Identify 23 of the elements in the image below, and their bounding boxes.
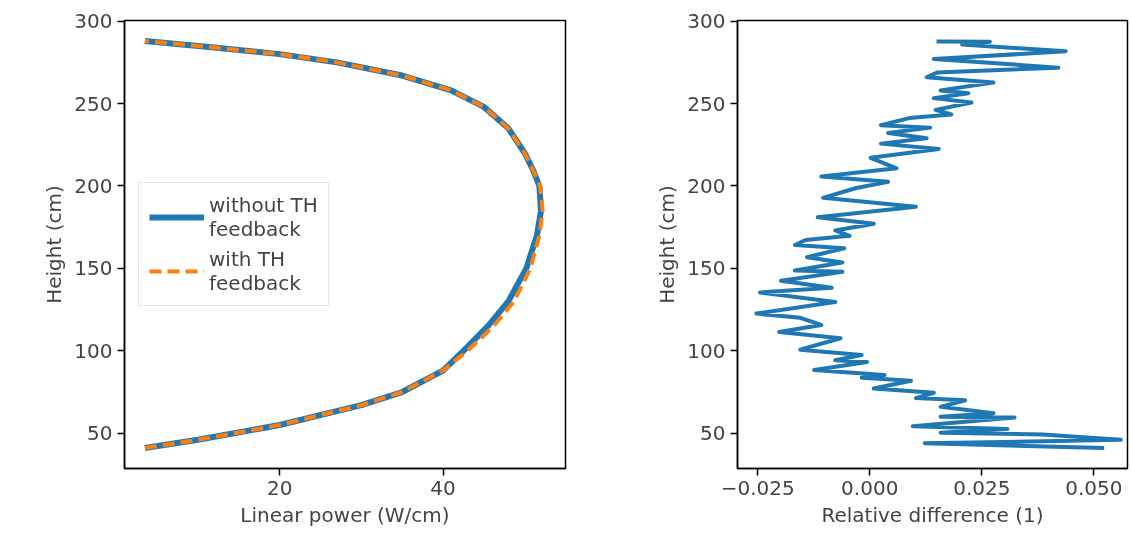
y-tick-label: 300: [74, 9, 113, 34]
y-tick-label: 100: [74, 338, 113, 363]
legend-label: with TH feedback: [209, 247, 301, 295]
x-axis-title: Linear power (W/cm): [240, 502, 450, 527]
y-axis-title: Height (cm): [42, 185, 67, 304]
x-axis-title: Relative difference (1): [821, 502, 1044, 527]
x-tick-label: −0.025: [720, 475, 795, 500]
y-tick-label: 250: [74, 91, 113, 116]
y-tick-label: 50: [87, 421, 113, 446]
x-tick-label: 40: [430, 475, 456, 500]
y-tick-label: 200: [687, 173, 726, 198]
y-tick-label: 150: [74, 256, 113, 281]
x-tick-label: 0.025: [953, 475, 1011, 500]
y-tick-label: 300: [687, 9, 726, 34]
x-tick-label: 0.000: [841, 475, 899, 500]
x-tick-label: 0.050: [1065, 475, 1123, 500]
y-tick-label: 200: [74, 173, 113, 198]
y-tick-label: 150: [687, 256, 726, 281]
y-tick-label: 100: [687, 338, 726, 363]
x-tick-label: 20: [266, 475, 293, 500]
y-tick-label: 250: [687, 91, 726, 116]
y-axis-title: Height (cm): [655, 185, 680, 304]
y-tick-label: 50: [700, 421, 726, 446]
